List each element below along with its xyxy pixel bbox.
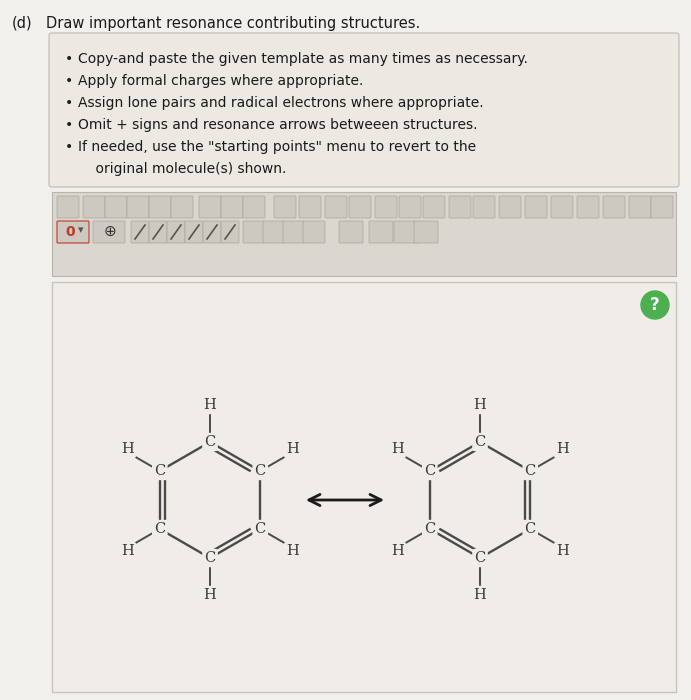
Text: •: • [65,52,73,66]
Text: H: H [204,588,216,602]
Text: •: • [65,140,73,154]
Text: ⊕: ⊕ [104,224,117,239]
FancyBboxPatch shape [414,221,438,243]
Text: C: C [154,464,165,478]
FancyBboxPatch shape [399,196,421,218]
Text: •: • [65,96,73,110]
Text: •: • [65,118,73,132]
Text: Copy-and paste the given template as many times as necessary.: Copy-and paste the given template as man… [78,52,528,66]
Text: ▾: ▾ [78,225,84,235]
Text: H: H [121,544,134,558]
Text: H: H [473,398,486,412]
Bar [52,282,676,692]
FancyBboxPatch shape [423,196,445,218]
FancyBboxPatch shape [243,196,265,218]
FancyBboxPatch shape [325,196,347,218]
FancyBboxPatch shape [57,221,89,243]
FancyBboxPatch shape [243,221,265,243]
FancyBboxPatch shape [577,196,599,218]
Bar [52,192,676,276]
Text: C: C [424,522,435,536]
Text: Assign lone pairs and radical electrons where appropriate.: Assign lone pairs and radical electrons … [78,96,484,110]
FancyBboxPatch shape [651,196,673,218]
FancyBboxPatch shape [167,221,185,243]
FancyBboxPatch shape [499,196,521,218]
FancyBboxPatch shape [93,221,125,243]
FancyBboxPatch shape [525,196,547,218]
Text: H: H [556,442,569,456]
Text: C: C [254,522,266,536]
FancyBboxPatch shape [551,196,573,218]
FancyBboxPatch shape [303,221,325,243]
FancyBboxPatch shape [449,196,471,218]
FancyBboxPatch shape [369,221,393,243]
FancyBboxPatch shape [57,196,79,218]
FancyBboxPatch shape [263,221,285,243]
FancyBboxPatch shape [274,196,296,218]
Text: H: H [121,442,134,456]
FancyBboxPatch shape [149,196,171,218]
FancyBboxPatch shape [131,221,149,243]
FancyBboxPatch shape [105,196,127,218]
Text: C: C [205,435,216,449]
FancyBboxPatch shape [185,221,203,243]
Text: C: C [524,464,536,478]
FancyBboxPatch shape [283,221,305,243]
Text: H: H [391,544,404,558]
FancyBboxPatch shape [49,33,679,187]
FancyBboxPatch shape [83,196,105,218]
Text: If needed, use the "starting points" menu to revert to the: If needed, use the "starting points" men… [78,140,476,154]
Text: original molecule(s) shown.: original molecule(s) shown. [78,162,286,176]
FancyBboxPatch shape [221,221,239,243]
Text: 0: 0 [65,225,75,239]
Text: ?: ? [650,296,660,314]
Text: C: C [524,522,536,536]
FancyBboxPatch shape [473,196,495,218]
Text: H: H [473,588,486,602]
Text: C: C [475,435,486,449]
FancyBboxPatch shape [127,196,149,218]
FancyBboxPatch shape [629,196,651,218]
FancyBboxPatch shape [375,196,397,218]
FancyBboxPatch shape [339,221,363,243]
FancyBboxPatch shape [394,221,418,243]
Text: C: C [154,522,165,536]
Circle shape [641,291,669,319]
FancyBboxPatch shape [203,221,221,243]
Text: Omit + signs and resonance arrows betweeen structures.: Omit + signs and resonance arrows betwee… [78,118,477,132]
Text: H: H [391,442,404,456]
FancyBboxPatch shape [149,221,167,243]
Text: Apply formal charges where appropriate.: Apply formal charges where appropriate. [78,74,363,88]
FancyBboxPatch shape [299,196,321,218]
Text: H: H [286,544,299,558]
Text: H: H [556,544,569,558]
FancyBboxPatch shape [603,196,625,218]
FancyBboxPatch shape [349,196,371,218]
FancyBboxPatch shape [221,196,243,218]
Text: H: H [204,398,216,412]
Text: C: C [205,551,216,565]
FancyBboxPatch shape [199,196,221,218]
FancyBboxPatch shape [171,196,193,218]
Text: C: C [254,464,266,478]
Text: H: H [286,442,299,456]
Text: C: C [424,464,435,478]
Text: Draw important resonance contributing structures.: Draw important resonance contributing st… [46,16,420,31]
Text: (d): (d) [12,16,32,31]
Text: C: C [475,551,486,565]
Text: •: • [65,74,73,88]
